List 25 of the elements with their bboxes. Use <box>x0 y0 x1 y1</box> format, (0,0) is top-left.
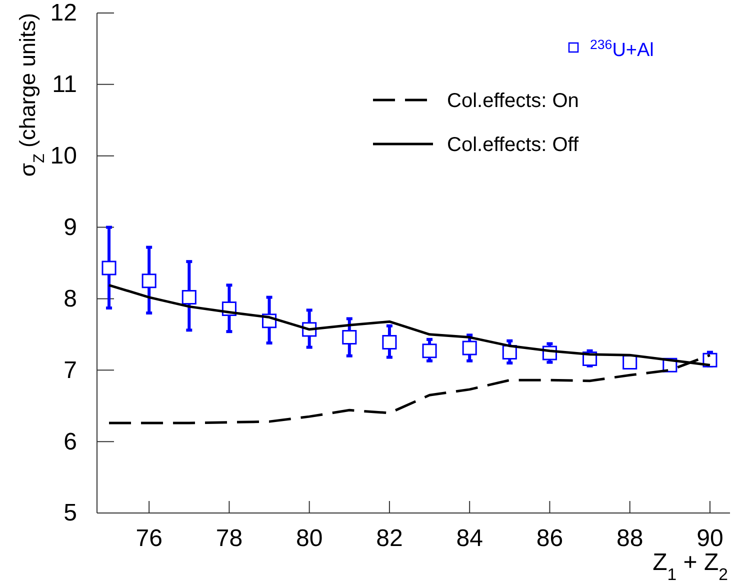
y-tick-label: 9 <box>64 214 77 241</box>
point <box>462 340 477 356</box>
legend-label: $^{236}$U+Al <box>590 36 654 61</box>
y-tick-label: 5 <box>64 500 77 527</box>
point <box>382 335 397 350</box>
x-tick-label: 86 <box>536 525 564 552</box>
y-tick-label: 12 <box>50 0 77 27</box>
point <box>182 290 196 305</box>
y-tick-label: 8 <box>64 285 77 312</box>
x-tick-label: 78 <box>216 525 243 552</box>
x-tick-label: 84 <box>456 525 483 552</box>
legend-label: Col.effects: On <box>447 90 579 112</box>
y-tick-label: 10 <box>50 142 77 170</box>
legend-label: Col.effects: Off <box>447 134 579 156</box>
point <box>342 330 357 345</box>
y-tick-label: 6 <box>64 428 77 456</box>
x-tick-label: 82 <box>376 525 403 552</box>
x-tick-label: 88 <box>616 525 644 552</box>
x-tick-label: 80 <box>296 525 323 552</box>
point <box>422 344 437 358</box>
y-tick-label: 7 <box>64 356 77 384</box>
point <box>142 274 156 288</box>
x-tick-label: 76 <box>136 525 162 552</box>
point <box>102 260 116 276</box>
y-tick-label: 11 <box>52 71 77 98</box>
